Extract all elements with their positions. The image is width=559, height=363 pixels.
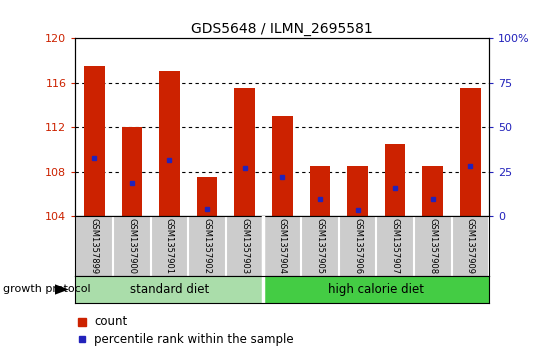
Text: GSM1357900: GSM1357900 xyxy=(127,218,136,274)
Bar xyxy=(84,66,105,216)
Text: GSM1357907: GSM1357907 xyxy=(391,218,400,274)
Text: GSM1357901: GSM1357901 xyxy=(165,218,174,274)
Text: percentile rank within the sample: percentile rank within the sample xyxy=(94,333,293,346)
Bar xyxy=(197,177,217,216)
Bar xyxy=(310,166,330,216)
Text: GSM1357903: GSM1357903 xyxy=(240,218,249,274)
Text: GSM1357906: GSM1357906 xyxy=(353,218,362,274)
Text: growth protocol: growth protocol xyxy=(3,285,91,294)
Text: GSM1357908: GSM1357908 xyxy=(428,218,437,274)
Text: GSM1357902: GSM1357902 xyxy=(202,218,212,274)
Bar xyxy=(263,276,489,303)
Text: GSM1357904: GSM1357904 xyxy=(278,218,287,274)
Text: GSM1357899: GSM1357899 xyxy=(90,218,99,274)
Text: GSM1357909: GSM1357909 xyxy=(466,218,475,274)
Bar xyxy=(234,88,255,216)
Text: count: count xyxy=(94,315,127,328)
Text: standard diet: standard diet xyxy=(130,283,209,296)
Bar xyxy=(272,116,293,216)
Bar xyxy=(347,166,368,216)
Bar xyxy=(159,72,180,216)
Bar xyxy=(385,144,405,216)
Text: high calorie diet: high calorie diet xyxy=(328,283,424,296)
Bar xyxy=(423,166,443,216)
Polygon shape xyxy=(55,284,69,295)
Text: GSM1357905: GSM1357905 xyxy=(315,218,324,274)
Title: GDS5648 / ILMN_2695581: GDS5648 / ILMN_2695581 xyxy=(191,22,373,36)
Bar xyxy=(121,127,142,216)
Bar xyxy=(460,88,481,216)
